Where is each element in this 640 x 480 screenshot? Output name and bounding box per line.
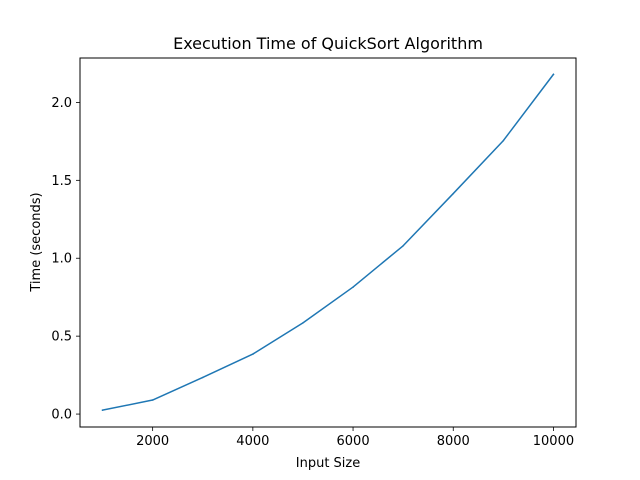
series-line-0 — [101, 73, 555, 412]
data-point — [302, 322, 304, 324]
y-axis-ticks: 0.0 0.5 1.0 1.5 2.0 — [51, 96, 80, 423]
chart-title: Execution Time of QuickSort Algorithm — [173, 34, 483, 53]
plot-series — [101, 73, 555, 412]
data-point — [402, 245, 404, 247]
y-tick-label: 1.0 — [51, 252, 72, 267]
data-point — [151, 399, 154, 401]
data-point — [502, 139, 505, 142]
y-axis-label: Time (seconds) — [29, 192, 44, 292]
x-tick-label: 10000 — [533, 434, 574, 449]
data-point — [352, 286, 354, 288]
data-point — [452, 192, 454, 195]
x-axis-ticks: 2000 4000 6000 8000 10000 — [136, 427, 574, 449]
y-tick-label: 0.0 — [51, 408, 72, 423]
y-tick-label: 1.5 — [51, 174, 72, 189]
x-tick-label: 2000 — [136, 434, 169, 449]
data-point — [552, 73, 555, 76]
y-tick-label: 2.0 — [51, 96, 72, 111]
plot-frame — [79, 57, 577, 428]
x-tick-label: 4000 — [236, 434, 269, 449]
x-tick-label: 8000 — [437, 434, 470, 449]
x-axis-label: Input Size — [296, 456, 360, 471]
data-point — [252, 353, 254, 355]
x-tick-label: 6000 — [337, 434, 370, 449]
data-point — [202, 376, 204, 379]
y-tick-label: 0.5 — [51, 330, 72, 345]
data-point — [101, 409, 104, 411]
